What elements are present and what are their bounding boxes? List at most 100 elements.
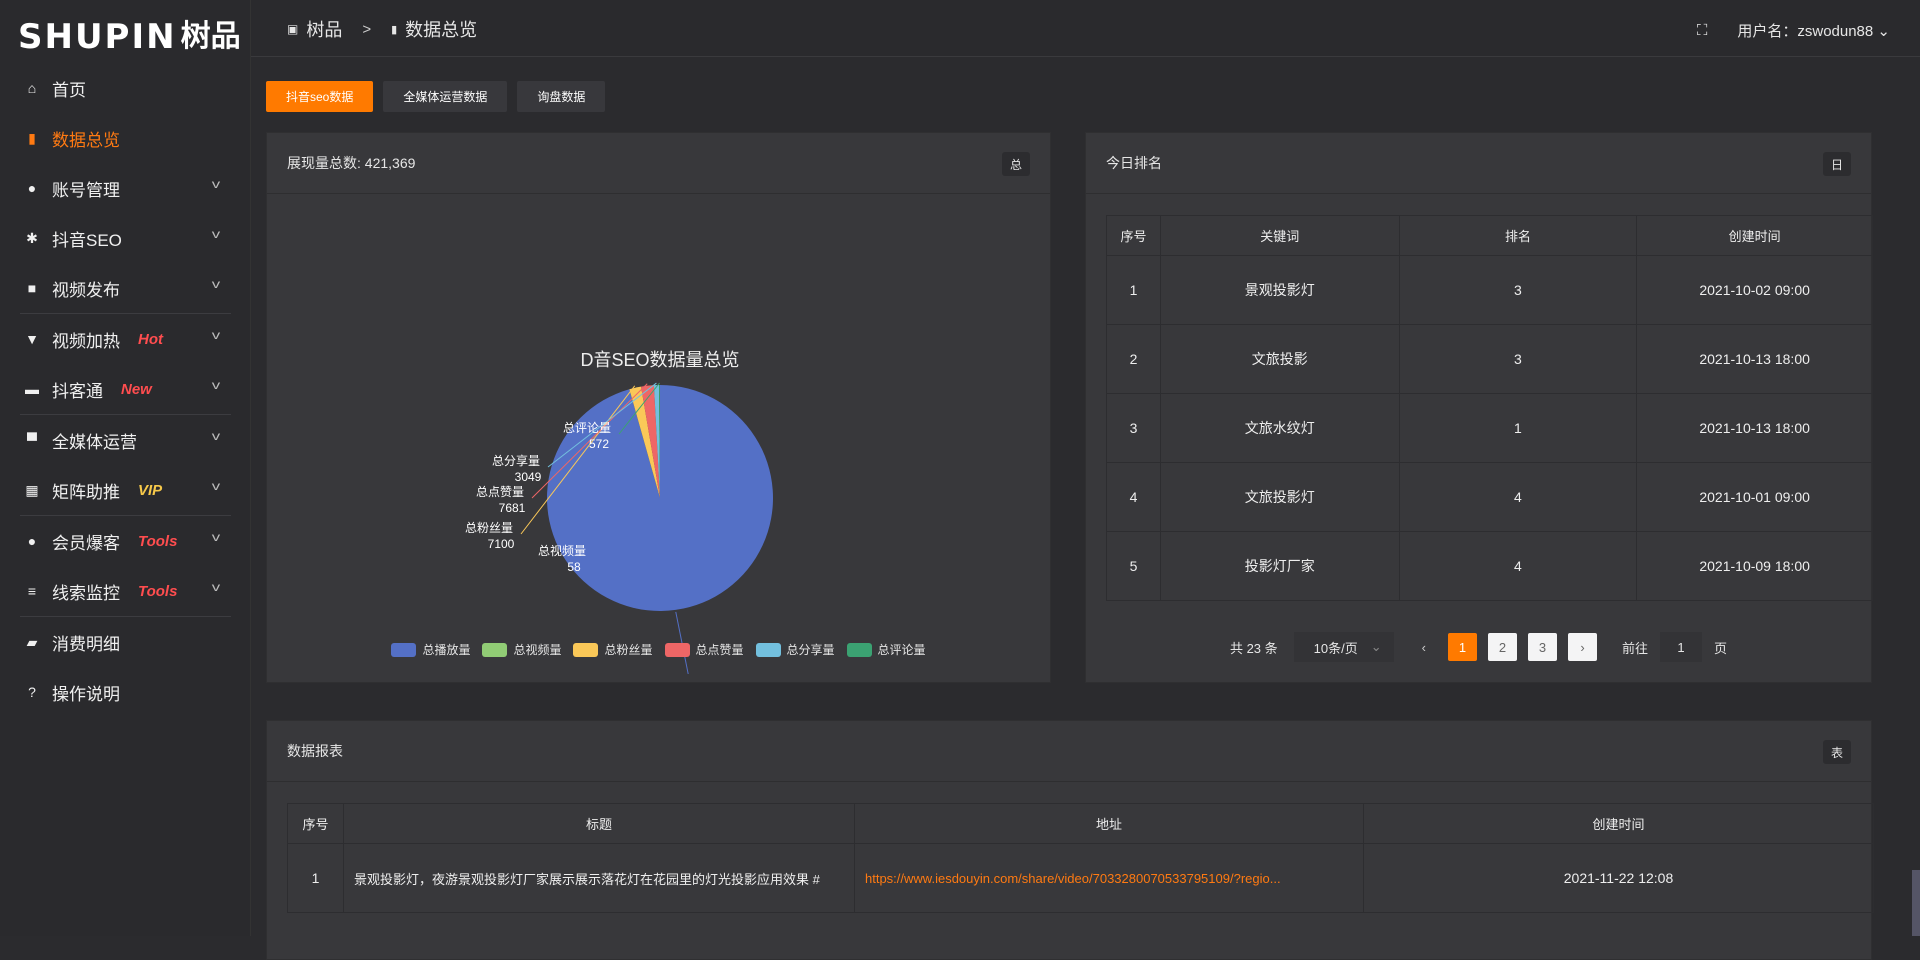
pie-slice[interactable] <box>546 385 773 611</box>
sidebar-item-11[interactable]: ▰ 消费明细 <box>0 617 251 667</box>
slice-label: 总视频量 <box>538 543 586 558</box>
tab-douyin-seo[interactable]: 抖音seo数据 <box>266 81 374 112</box>
data-tabs: 抖音seo数据 全媒体运营数据 询盘数据 <box>266 81 606 112</box>
legend-item[interactable]: 总视频量 <box>482 641 561 658</box>
table-cell: 4 <box>1398 531 1638 601</box>
sidebar-tag: New <box>121 380 152 398</box>
tab-all-media[interactable]: 全媒体运营数据 <box>383 81 508 112</box>
sidebar-item-7[interactable]: ▀ 全媒体运营 v <box>0 415 251 465</box>
sidebar-item-10[interactable]: ≡ 线索监控 Tools v <box>0 566 251 616</box>
breadcrumb-separator: > <box>362 20 372 38</box>
sidebar-nav: ⌂ 首页 ▮ 数据总览 ● 账号管理 v ✱ 抖音SEO v ■ 视频发布 v ▼ 视频加热 Hot v ▬ 抖客通… <box>0 63 251 717</box>
table-cell: 文旅水纹灯 <box>1159 393 1400 463</box>
chevron-down-icon: v <box>211 227 221 241</box>
sidebar-item-6[interactable]: ▬ 抖客通 New v <box>0 364 251 414</box>
sidebar: SHUPIN 树品 ⌂ 首页 ▮ 数据总览 ● 账号管理 v ✱ 抖音SEO v ■ 视频发布 v ▼ 视频加… <box>0 0 251 936</box>
page-2[interactable]: 2 <box>1488 633 1517 661</box>
goto-page-input[interactable]: 1 <box>1660 632 1703 662</box>
chevron-down-icon: ⌄ <box>1370 639 1382 654</box>
legend-swatch <box>482 642 508 657</box>
help-icon: ? <box>28 684 36 700</box>
scrollbar[interactable] <box>1912 870 1920 936</box>
table-cell: 1 <box>287 843 344 913</box>
legend-label: 总视频量 <box>513 643 562 657</box>
sidebar-item-0[interactable]: ⌂ 首页 <box>0 63 251 113</box>
sidebar-item-label: 抖客通 <box>52 381 103 401</box>
sidebar-item-label: 抖音SEO <box>52 230 122 250</box>
table-cell: 2021-10-09 18:00 <box>1636 531 1873 601</box>
slice-value: 58 <box>567 560 581 574</box>
user-menu[interactable]: 用户名：zswodun88 ⌄ <box>1737 20 1890 41</box>
sidebar-tag: Tools <box>138 582 178 600</box>
divider <box>20 414 231 415</box>
breadcrumb-home[interactable]: 树品 <box>306 20 343 40</box>
pie-slice[interactable] <box>629 389 660 498</box>
column-header: 创建时间 <box>1363 803 1874 844</box>
page-1[interactable]: 1 <box>1448 633 1477 661</box>
sidebar-item-9[interactable]: ● 会员爆客 Tools v <box>0 516 251 566</box>
page-3[interactable]: 3 <box>1528 633 1557 661</box>
chat-icon: ▬ <box>25 381 39 397</box>
pie-slice[interactable] <box>641 385 660 498</box>
slice-value: 7681 <box>499 501 526 515</box>
sidebar-item-8[interactable]: ▦ 矩阵助推 VIP v <box>0 465 251 515</box>
prev-page-button[interactable]: ‹ <box>1421 639 1426 655</box>
pie-slice[interactable] <box>629 386 660 498</box>
sidebar-item-3[interactable]: ✱ 抖音SEO v <box>0 213 251 263</box>
legend-item[interactable]: 总评论量 <box>846 641 926 658</box>
legend-label: 总分享量 <box>786 643 835 657</box>
overview-title: 展现量总数: 421,369 <box>287 155 416 171</box>
label-line <box>531 383 648 499</box>
sidebar-item-4[interactable]: ■ 视频发布 v <box>0 263 251 313</box>
legend-item[interactable]: 总点赞量 <box>664 641 744 658</box>
sidebar-item-label: 数据总览 <box>52 130 120 150</box>
ranking-card: 今日排名日 序号 关键词 排名 创建时间 1 景观投影灯 3 2021-10-02 09:00… <box>1085 132 1873 683</box>
chevron-down-icon: ⌄ <box>1877 23 1890 40</box>
fullscreen-icon[interactable]: ⛶ <box>1696 22 1708 39</box>
chevron-down-icon: v <box>211 277 221 291</box>
ranking-badge[interactable]: 日 <box>1823 152 1851 176</box>
legend-item[interactable]: 总粉丝量 <box>573 641 653 658</box>
grid-icon: ▦ <box>25 481 39 498</box>
table-cell: 2021-10-02 09:00 <box>1636 255 1873 325</box>
sidebar-item-label: 线索监控 <box>52 583 120 603</box>
slice-label: 总点赞量 <box>476 485 524 499</box>
bar-chart-icon: ▮ <box>391 23 398 36</box>
table-row: 3 文旅水纹灯 1 2021-10-13 18:00 <box>1106 393 1873 463</box>
table-cell: 1 <box>1106 255 1161 325</box>
divider <box>20 515 231 516</box>
legend-item[interactable]: 总播放量 <box>391 641 470 658</box>
column-header: 关键词 <box>1159 215 1400 256</box>
sidebar-item-2[interactable]: ● 账号管理 v <box>0 163 251 213</box>
overview-badge[interactable]: 总 <box>1002 152 1030 176</box>
page-size-select[interactable]: 10条/页 ⌄ <box>1293 632 1394 662</box>
legend-item[interactable]: 总分享量 <box>755 641 835 658</box>
table-cell: 景观投影灯 <box>1159 255 1400 325</box>
label-line <box>520 385 636 535</box>
chevron-down-icon: v <box>211 429 221 443</box>
report-card: 数据报表表 序号 标题 地址 创建时间 1 景观投影灯，夜游景观投影灯厂家展示展示落花灯在… <box>266 720 1874 960</box>
sidebar-tag: Hot <box>138 330 163 348</box>
column-header: 地址 <box>854 803 1364 844</box>
table-cell: 5 <box>1106 531 1161 601</box>
chevron-down-icon: v <box>211 378 221 392</box>
gear-icon: ✱ <box>26 229 38 246</box>
sidebar-item-12[interactable]: ? 操作说明 <box>0 667 251 717</box>
slice-value: 572 <box>589 437 609 451</box>
sidebar-item-1[interactable]: ▮ 数据总览 <box>0 113 251 163</box>
sidebar-item-5[interactable]: ▼ 视频加热 Hot v <box>0 314 251 364</box>
next-page-button[interactable]: › <box>1568 633 1597 661</box>
ranking-table: 序号 关键词 排名 创建时间 1 景观投影灯 3 2021-10-02 09:00 2 文旅投影 3… <box>1106 215 1873 601</box>
column-header: 标题 <box>343 803 855 844</box>
report-badge[interactable]: 表 <box>1823 740 1851 764</box>
report-table: 序号 标题 地址 创建时间 1 景观投影灯，夜游景观投影灯厂家展示展示落花灯在花园里的灯光… <box>287 803 1874 913</box>
table-cell: 2 <box>1106 324 1161 394</box>
legend-label: 总播放量 <box>422 643 471 657</box>
home-icon: ⌂ <box>27 80 37 96</box>
pie-slice[interactable] <box>653 385 660 498</box>
sidebar-item-label: 会员爆客 <box>52 533 120 553</box>
tab-inquiry[interactable]: 询盘数据 <box>517 81 606 112</box>
video-link[interactable]: https://www.iesdouyin.com/share/video/70… <box>854 843 1364 913</box>
legend-label: 总评论量 <box>877 643 926 657</box>
